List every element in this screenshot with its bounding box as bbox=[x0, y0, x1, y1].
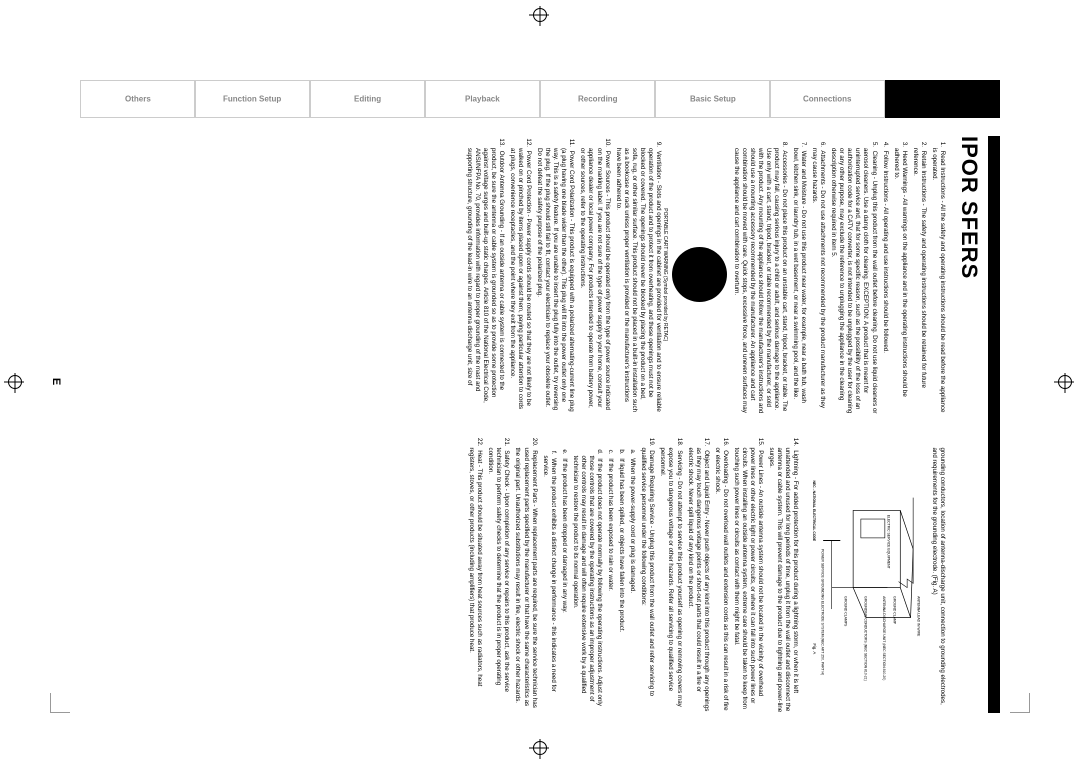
instruction-item: 22. Heat - This product should be situat… bbox=[467, 436, 483, 714]
sidebar-tab[interactable]: Connections bbox=[770, 80, 885, 118]
diagram-label: GROUNDING CONDUCTORS (NEC SECTION 810-21… bbox=[863, 596, 867, 681]
instruction-item: d. If the product does not operate norma… bbox=[571, 444, 603, 714]
diagram-label: POWER SERVICE GROUNDING ELECTRODE SYSTEM… bbox=[820, 549, 824, 675]
instruction-item: 1. Read Instructions - All the safety an… bbox=[930, 136, 946, 414]
instruction-item: 17. Object and Liquid Entry - Never push… bbox=[686, 436, 710, 714]
diagram-label: NEC - NATIONAL ELECTRICAL CODE bbox=[812, 480, 816, 541]
instruction-item: 9. Ventilation - Slots and openings in t… bbox=[614, 136, 662, 414]
diagram-label: ANTENNA DISCHARGE UNIT (NEC SECTION 810-… bbox=[882, 596, 886, 680]
instruction-item: f. When the product exhibits a distinct … bbox=[541, 444, 557, 714]
instruction-item: 20. Replacement Parts - When replacement… bbox=[513, 436, 537, 714]
diagram-label: GROUND CLAMPS bbox=[843, 596, 847, 627]
sidebar-tab[interactable]: Others bbox=[80, 80, 195, 118]
instruction-item: 16. Overloading - Do not overload wall o… bbox=[713, 436, 729, 714]
registration-mark-top bbox=[1058, 375, 1072, 389]
sidebar-tab[interactable]: Basic Setup bbox=[655, 80, 770, 118]
crop-mark bbox=[50, 693, 70, 713]
instruction-item: 21. Safety Check - Upon completion of an… bbox=[486, 436, 510, 714]
diagram-label: Fig. A bbox=[812, 643, 817, 654]
diagram-caption: PORTABLE CART WARNING (Symbol provided b… bbox=[662, 136, 669, 414]
instruction-item: 8. Accessories - Do not place this produ… bbox=[732, 136, 788, 414]
sidebar-tabs: ConnectionsBasic SetupRecordingPlaybackE… bbox=[80, 80, 1000, 118]
antenna-grounding-diagram: ANTENNA LEAD IN WIRE GROUND CLAMP ANTENN… bbox=[803, 436, 926, 714]
crop-mark bbox=[1010, 693, 1030, 713]
cart-warning-icon bbox=[673, 247, 728, 302]
instruction-item: 10. Power Sources - This product should … bbox=[578, 136, 610, 414]
registration-mark-right bbox=[533, 741, 547, 755]
instruction-item: e. If the product has been dropped or da… bbox=[560, 444, 568, 714]
diagram-label: ELECTRIC SERVICE EQUIPMENT bbox=[886, 514, 890, 568]
instruction-item: 7. Water and Moisture - Do not use this … bbox=[791, 136, 807, 414]
instruction-item: 19. Damage Requiring Service - Unplug th… bbox=[639, 436, 655, 714]
instruction-item: 5. Cleaning - Unplug this product from t… bbox=[829, 136, 877, 414]
header-bar bbox=[988, 136, 1000, 713]
instruction-item: b. If liquid has been spilled, or object… bbox=[617, 444, 625, 714]
sidebar-tab[interactable]: Function Setup bbox=[195, 80, 310, 118]
instruction-item: 15. Power Lines - An outside antenna sys… bbox=[732, 436, 764, 714]
main-content: IPOR SFERS 1. Read Instructions - All th… bbox=[80, 118, 1000, 713]
instruction-item: 11. Power Cord Polarization - This produ… bbox=[535, 136, 575, 414]
sidebar-tab[interactable] bbox=[885, 80, 1000, 118]
sidebar-tab[interactable]: Editing bbox=[310, 80, 425, 118]
sidebar-tab[interactable]: Recording bbox=[540, 80, 655, 118]
page-wrapper: ConnectionsBasic SetupRecordingPlaybackE… bbox=[0, 0, 1080, 763]
registration-mark-left bbox=[533, 8, 547, 22]
instruction-item: c. If the product has been exposed to ra… bbox=[606, 444, 614, 714]
instructions-columns: 1. Read Instructions - All the safety an… bbox=[80, 136, 946, 713]
instruction-item: 12. Power Cord Protection - Power supply… bbox=[508, 136, 532, 414]
instruction-item: 2. Retain Instructions - The safety and … bbox=[911, 136, 927, 414]
instruction-item: 6. Attachments - Do not use attachments … bbox=[810, 136, 826, 414]
diagram-label: GROUND CLAMP bbox=[892, 596, 896, 625]
instruction-item: 3. Heed Warnings - All warnings on the a… bbox=[892, 136, 908, 414]
page-title: IPOR SFERS bbox=[956, 136, 982, 713]
instruction-item: 14. Lightning - For added protection for… bbox=[767, 436, 799, 714]
diagram-label: ANTENNA LEAD IN WIRE bbox=[916, 596, 920, 637]
sidebar-tab[interactable]: Playback bbox=[425, 80, 540, 118]
registration-mark-bottom bbox=[8, 375, 22, 389]
instruction-item: 4. Follow Instructions - All operating a… bbox=[881, 136, 889, 414]
instruction-item: 18. Servicing - Do not attempt to servic… bbox=[658, 436, 682, 714]
instruction-item: a. When the power-supply cord or plug is… bbox=[628, 444, 636, 714]
page-number: E bbox=[50, 378, 62, 385]
content-area: ConnectionsBasic SetupRecordingPlaybackE… bbox=[80, 80, 1000, 713]
